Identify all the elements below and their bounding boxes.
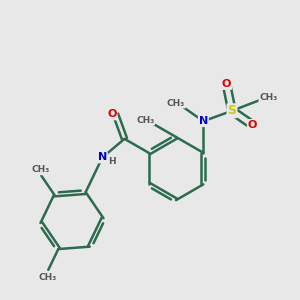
Text: S: S xyxy=(227,104,236,117)
Text: CH₃: CH₃ xyxy=(38,273,57,282)
Text: CH₃: CH₃ xyxy=(167,99,185,108)
Text: CH₃: CH₃ xyxy=(31,166,49,175)
Text: N: N xyxy=(199,116,208,126)
Text: CH₃: CH₃ xyxy=(259,93,278,102)
Text: O: O xyxy=(248,120,257,130)
Text: O: O xyxy=(222,79,231,89)
Text: H: H xyxy=(109,157,116,166)
Text: N: N xyxy=(98,152,107,163)
Text: CH₃: CH₃ xyxy=(136,116,154,124)
Text: O: O xyxy=(107,110,117,119)
